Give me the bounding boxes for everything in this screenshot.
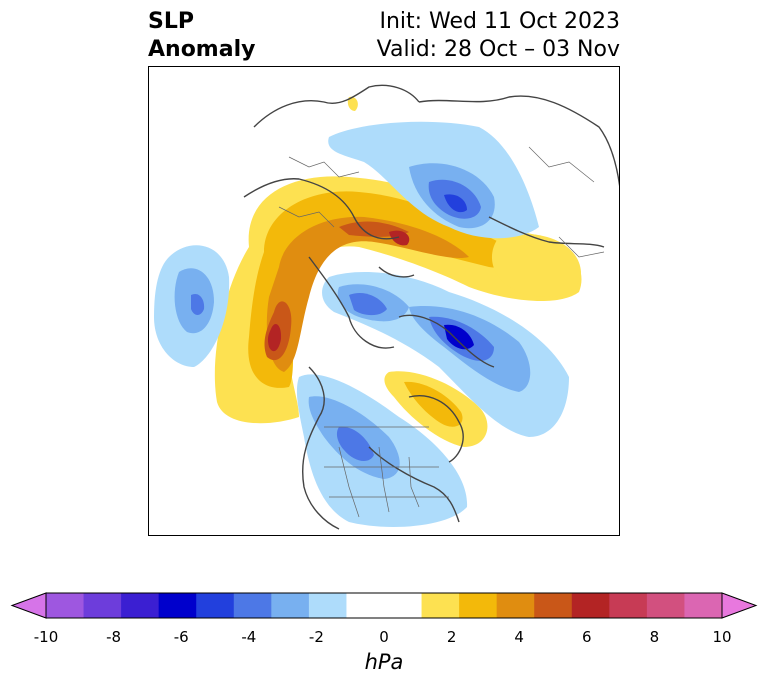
colorbar-segment <box>121 593 160 618</box>
colorbar-segment <box>346 593 385 618</box>
colorbar-unit-label: hPa <box>364 650 404 674</box>
title-line-2: Anomaly <box>148 37 256 62</box>
colorbar-tick-label: -4 <box>241 628 257 646</box>
colorbar-segment <box>684 593 723 618</box>
colorbar-tick-label: -6 <box>173 628 189 646</box>
colorbar-segment <box>196 593 235 618</box>
init-date: Init: Wed 11 Oct 2023 <box>379 9 620 34</box>
colorbar-segment <box>384 593 423 618</box>
colorbar-segment <box>271 593 310 618</box>
coastlines <box>243 84 619 530</box>
colorbar-tick-label: 8 <box>649 628 660 646</box>
map-canvas <box>154 84 619 530</box>
colorbar-tick-label: 4 <box>514 628 524 646</box>
colorbar-tick-label: 10 <box>712 628 732 646</box>
colorbar-extend-low <box>10 592 47 619</box>
slp-anomaly-map <box>148 66 620 536</box>
map-title: SLP Anomaly <box>148 8 255 64</box>
negative-anomaly-contours <box>154 121 569 527</box>
colorbar-tick-label: 2 <box>446 628 457 646</box>
title-line-1: SLP <box>148 9 194 34</box>
colorbar-segment <box>646 593 685 618</box>
colorbar-tick-label: 6 <box>582 628 592 646</box>
colorbar-segments <box>10 592 758 619</box>
colorbar-tick-label: -8 <box>106 628 122 646</box>
colorbar-segment <box>609 593 648 618</box>
colorbar-segment <box>421 593 460 618</box>
colorbar-tick-label: -10 <box>33 628 59 646</box>
colorbar-segment <box>534 593 573 618</box>
forecast-dates: Init: Wed 11 Oct 2023 Valid: 28 Oct – 03… <box>377 8 620 64</box>
colorbar-tick-label: -2 <box>308 628 324 646</box>
valid-range: Valid: 28 Oct – 03 Nov <box>376 37 620 62</box>
colorbar-segment <box>233 593 272 618</box>
colorbar-segment <box>158 593 197 618</box>
colorbar-segment <box>571 593 610 618</box>
colorbar-segment <box>308 593 347 618</box>
colorbar-segment <box>83 593 122 618</box>
political-borders <box>278 146 605 518</box>
colorbar-segment <box>459 593 498 618</box>
colorbar-outline <box>45 592 723 619</box>
colorbar-segment <box>496 593 535 618</box>
colorbar-segment <box>46 593 85 618</box>
colorbar-extend-high <box>721 592 758 619</box>
colorbar <box>10 592 758 619</box>
colorbar-tick-label: 0 <box>379 628 389 646</box>
